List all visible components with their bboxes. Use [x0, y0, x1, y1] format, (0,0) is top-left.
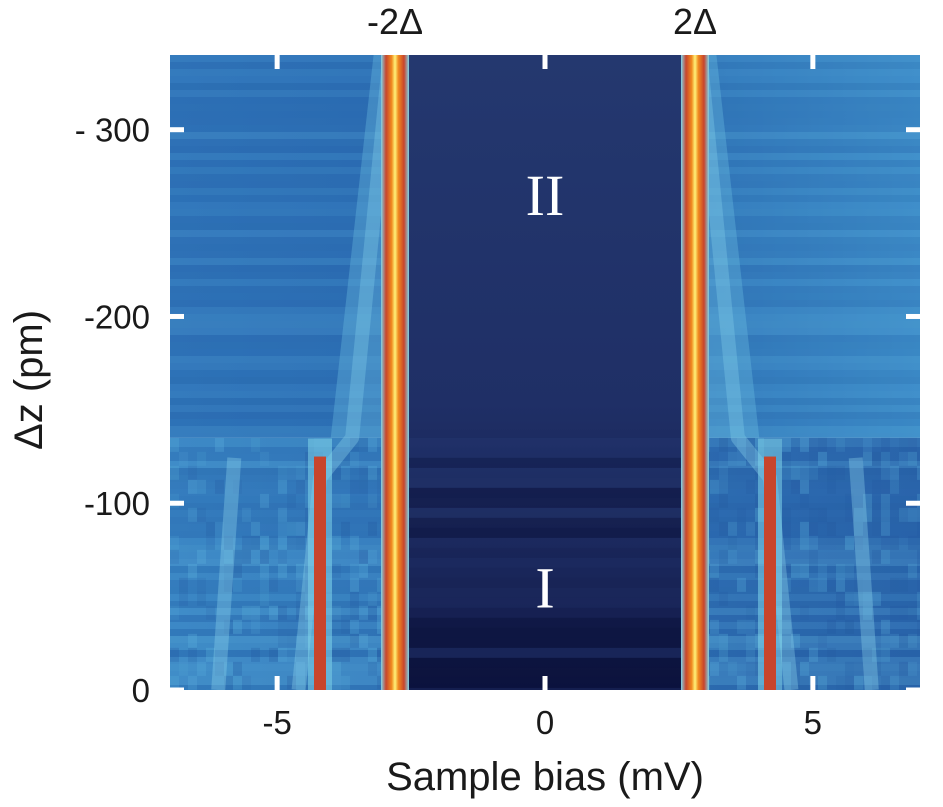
x-tick-label: -5	[262, 704, 291, 741]
x-axis-label: Sample bias (mV)	[386, 755, 704, 799]
x-tick-label: 0	[536, 704, 554, 741]
y-tick-label: - 300	[75, 112, 150, 149]
x-tick-label: 5	[804, 704, 822, 741]
heatmap-plot-area	[170, 55, 920, 690]
y-tick-label: -100	[84, 485, 150, 522]
region-labels: III	[526, 163, 565, 620]
gap-edge-peak-right	[681, 55, 709, 690]
y-axis-label: Δz (pm)	[7, 310, 51, 450]
top-annotations: -2Δ 2Δ	[367, 1, 717, 42]
gap-texture	[395, 437, 695, 690]
y-tick-label: -200	[84, 298, 150, 335]
x-axis: -5 0 5	[262, 55, 822, 741]
region-label: II	[526, 163, 565, 228]
sub-gap-peak-left	[314, 456, 326, 690]
region-label: I	[535, 555, 554, 620]
y-axis: 0 -100 -200 - 300	[75, 112, 920, 709]
gap-annotation-label: 2Δ	[673, 1, 717, 42]
gap-edge-peak-left	[381, 55, 409, 690]
gap-region	[395, 55, 695, 690]
gap-annotation-label: -2Δ	[367, 1, 423, 42]
sub-gap-peak-right	[764, 456, 776, 690]
y-tick-label: 0	[132, 672, 150, 709]
